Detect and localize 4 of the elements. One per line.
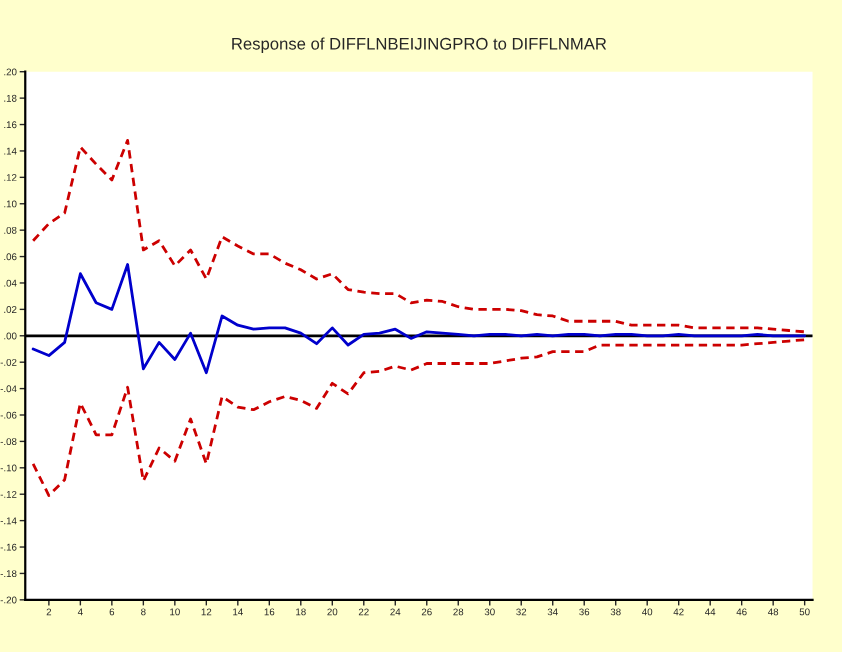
- chart-title: Response of DIFFLNBEIJINGPRO to DIFFLNMAR: [232, 37, 607, 53]
- line-series: [31, 263, 807, 375]
- line-series: [31, 338, 807, 497]
- line-series: [31, 138, 807, 334]
